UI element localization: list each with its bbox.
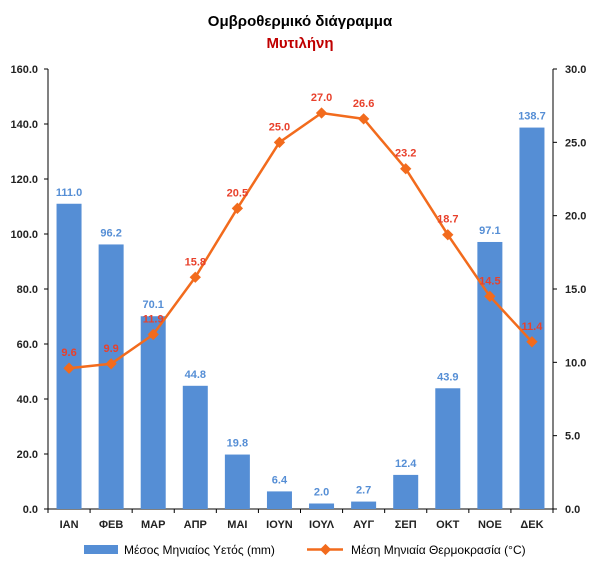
y-left-tick-label: 0.0 [23, 504, 38, 516]
temperature-label: 15.8 [185, 256, 206, 268]
y-right-tick-label: 5.0 [565, 431, 580, 443]
temperature-point [442, 229, 454, 241]
x-tick-label: ΦΕΒ [99, 519, 123, 531]
temperature-label: 25.0 [269, 121, 290, 133]
y-right-tick-label: 10.0 [565, 357, 586, 369]
temperature-label: 9.9 [103, 343, 118, 355]
legend-line-label: Μέση Μηνιαία Θερμοκρασία (°C) [351, 543, 526, 557]
x-tick-label: ΙΟΥΝ [266, 519, 293, 531]
x-tick-label: ΟΚΤ [436, 519, 460, 531]
precip-bar [351, 501, 377, 509]
precip-bar-label: 2.0 [314, 487, 329, 499]
y-left-tick-label: 140.0 [10, 119, 38, 131]
precip-bar [98, 244, 124, 509]
x-tick-label: ΙΑΝ [60, 519, 79, 531]
precip-bar [435, 388, 461, 509]
temperature-label: 23.2 [395, 148, 416, 160]
precip-bar-label: 43.9 [437, 371, 458, 383]
temperature-label: 11.9 [143, 313, 164, 325]
temperature-line [68, 111, 533, 370]
legend-line-marker [319, 543, 332, 556]
precip-bar [56, 203, 82, 509]
y-left-tick-label: 60.0 [17, 339, 38, 351]
temperature-point [273, 136, 286, 148]
chart-subtitle: Μυτιλήνη [266, 35, 333, 52]
precip-bar-label: 12.4 [395, 458, 417, 470]
temperature-label: 27.0 [311, 92, 332, 104]
precip-bar [393, 474, 419, 509]
temperature-label: 26.6 [353, 98, 374, 110]
precip-bar [266, 491, 292, 509]
precip-bar-label: 44.8 [185, 369, 206, 381]
precip-bar [519, 127, 545, 509]
precip-bar-label: 97.1 [479, 225, 500, 237]
precip-bar-label: 19.8 [227, 438, 248, 450]
y-left-tick-label: 40.0 [17, 394, 38, 406]
y-left-tick-label: 80.0 [17, 284, 38, 296]
y-right-tick-label: 15.0 [565, 284, 586, 296]
temperature-point [147, 328, 159, 341]
precip-bar [182, 385, 208, 509]
temperature-point [189, 271, 201, 283]
temperature-label: 14.5 [479, 275, 500, 287]
y-left-tick-label: 160.0 [10, 64, 38, 76]
y-right-tick-label: 0.0 [565, 504, 580, 516]
x-tick-label: ΣΕΠ [395, 519, 417, 531]
precip-bar-label: 70.1 [142, 299, 163, 311]
x-tick-label: ΙΟΥΛ [309, 519, 335, 531]
temperature-label: 9.6 [61, 347, 76, 359]
y-right-tick-label: 20.0 [565, 211, 586, 223]
temperature-point [484, 290, 496, 302]
precip-bar [309, 503, 335, 509]
plot-area: 0.0 20.0 40.0 60.0 80.0 100.0 120.0 140.0 160.0 0… [10, 64, 586, 531]
precip-bar-label: 138.7 [518, 111, 546, 123]
precip-bar [140, 316, 166, 509]
legend-bar-label: Μέσος Μηνιαίος Υετός (mm) [124, 543, 275, 557]
x-tick-label: ΑΠΡ [184, 519, 207, 531]
x-tick-label: ΝΟΕ [478, 519, 502, 531]
temperature-label: 18.7 [437, 214, 458, 226]
x-tick-label: ΜΑΙ [227, 519, 247, 531]
temperature-label: 20.5 [227, 187, 248, 199]
precip-bar-label: 96.2 [100, 227, 121, 239]
y-left-tick-label: 100.0 [10, 229, 38, 241]
legend: Μέσος Μηνιαίος Υετός (mm) Μέση Μηνιαία Θ… [84, 543, 526, 557]
y-left-tick-label: 120.0 [10, 174, 38, 186]
temperature-point [231, 202, 244, 214]
x-tick-label: ΑΥΓ [353, 519, 374, 531]
y-left-tick-label: 20.0 [17, 449, 38, 461]
legend-bar-swatch [84, 545, 118, 554]
y-right-tick-label: 25.0 [565, 137, 586, 149]
precip-bar-label: 2.7 [356, 485, 371, 497]
temperature-point [526, 336, 538, 348]
chart-title: Ομβροθερμικό διάγραμμα [208, 13, 393, 30]
precip-bar [224, 454, 250, 509]
precip-bar-label: 6.4 [272, 474, 288, 486]
temperature-label: 11.4 [522, 321, 544, 333]
temperature-point [400, 163, 412, 175]
y-right-tick-label: 30.0 [565, 64, 586, 76]
x-tick-label: ΔΕΚ [520, 519, 543, 531]
precip-bar-label: 111.0 [56, 187, 82, 199]
precip-bar [477, 241, 503, 509]
x-tick-label: ΜΑΡ [141, 519, 165, 531]
